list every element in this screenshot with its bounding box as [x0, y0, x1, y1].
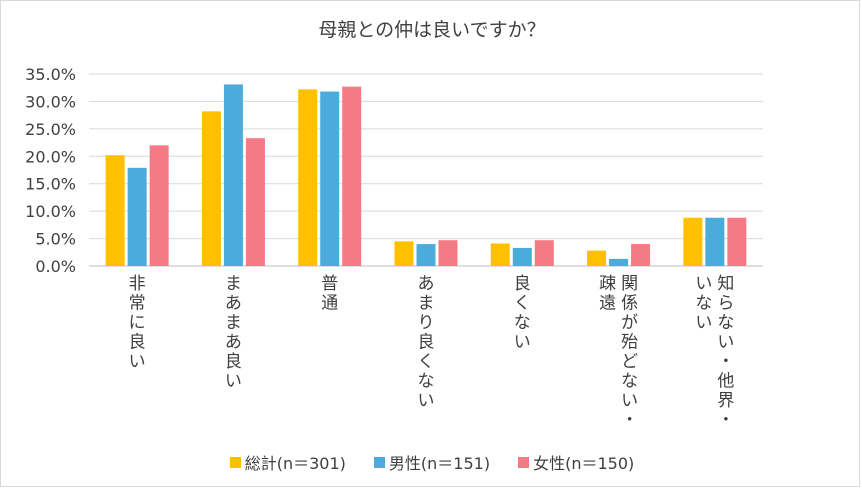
x-tick-label-char: ・ [621, 411, 638, 431]
x-tick-label-char: い [418, 391, 435, 411]
x-tick-label-char: ・ [717, 411, 734, 431]
legend-swatch [518, 456, 530, 468]
y-tick-label: 5.0% [35, 230, 76, 249]
bar [320, 91, 340, 266]
x-tick-label-char: ま [225, 274, 242, 294]
bar [201, 111, 221, 266]
x-tick-label-char: 普 [321, 274, 338, 294]
bar [394, 241, 414, 266]
x-tick-label-char: 界 [717, 391, 734, 411]
bar [490, 243, 510, 266]
x-tick-label-char: い [717, 333, 734, 353]
x-tick-label-char: 疎 [599, 274, 616, 294]
legend-swatch [229, 456, 241, 468]
y-tick-label: 0.0% [35, 257, 76, 276]
x-tick-label-char: 遠 [599, 294, 616, 314]
y-tick-label: 25.0% [25, 120, 76, 139]
x-tick-label-char: 良 [225, 352, 242, 372]
bar [512, 247, 532, 266]
x-tick-label-char: 良 [514, 274, 531, 294]
x-tick-label-char: な [621, 372, 638, 392]
x-tick-label-char: 良 [418, 333, 435, 353]
legend-label: 女性(n＝150) [533, 454, 635, 473]
y-tick-label: 15.0% [25, 175, 76, 194]
x-tick-label-char: 知 [717, 274, 734, 294]
x-tick-label-char: 非 [129, 274, 146, 294]
legend: 総計(n＝301) 男性(n＝151) 女性(n＝150) [1, 450, 862, 474]
legend-label: 総計(n＝301) [244, 454, 346, 473]
x-tick-label-char: 関 [621, 274, 638, 294]
x-tick-label-char: い [621, 391, 638, 411]
bar [705, 217, 725, 266]
x-tick-label-char: あ [225, 333, 242, 353]
chart-title: 母親との仲は良いですか？ [318, 19, 546, 41]
y-tick-label: 10.0% [25, 202, 76, 221]
x-tick-label-char: い [129, 352, 146, 372]
x-tick-label-char: 良 [129, 333, 146, 353]
x-tick-label-char: な [418, 372, 435, 392]
bar [416, 244, 436, 266]
bar [438, 240, 458, 266]
x-tick-label-char: ま [418, 294, 435, 314]
x-tick-label-char: な [695, 294, 712, 314]
x-tick-label-char: ら [717, 294, 734, 314]
bar [727, 217, 747, 266]
x-tick-label-char: ・ [717, 352, 734, 372]
bar [245, 138, 265, 266]
bar [105, 155, 125, 266]
x-tick-label-char: あ [225, 294, 242, 314]
legend-item: 男性(n＝151) [373, 450, 491, 474]
x-tick-label-char: い [225, 372, 242, 392]
legend-label: 男性(n＝151) [388, 454, 491, 473]
bar [534, 240, 554, 266]
x-tick-label-char: 他 [717, 372, 734, 392]
bar [149, 145, 169, 266]
x-tick-label-char: 係 [621, 294, 638, 314]
bar [223, 84, 243, 267]
x-tick-label-char: に [129, 313, 146, 333]
bar [683, 217, 703, 266]
x-tick-label-char: 通 [321, 294, 338, 314]
x-tick-label-char: あ [418, 274, 435, 294]
x-tick-label-char: く [514, 294, 531, 314]
x-tick-label-char: い [695, 274, 712, 294]
bar [342, 86, 362, 266]
y-tick-label: 30.0% [25, 92, 76, 111]
x-tick-label-char: く [418, 352, 435, 372]
x-tick-label-char: が [621, 313, 638, 333]
legend-item: 総計(n＝301) [229, 450, 346, 474]
x-tick-label-char: 常 [129, 294, 146, 314]
y-tick-label: 35.0% [25, 65, 76, 84]
x-tick-label-char: な [717, 313, 734, 333]
x-tick-label-char: な [514, 313, 531, 333]
bar [127, 167, 147, 266]
x-tick-label-char: り [418, 313, 435, 333]
bar [587, 250, 607, 266]
x-tick-label-char: ど [621, 352, 638, 372]
x-tick-label-char: い [514, 333, 531, 353]
x-tick-label-char: い [695, 313, 712, 333]
legend-swatch [373, 456, 385, 468]
x-tick-label-char: ま [225, 313, 242, 333]
bar [609, 258, 629, 266]
bar [631, 244, 651, 266]
legend-item: 女性(n＝150) [518, 450, 634, 474]
bar [298, 89, 318, 266]
y-tick-label: 20.0% [25, 147, 76, 166]
x-tick-label-char: 殆 [621, 333, 638, 353]
